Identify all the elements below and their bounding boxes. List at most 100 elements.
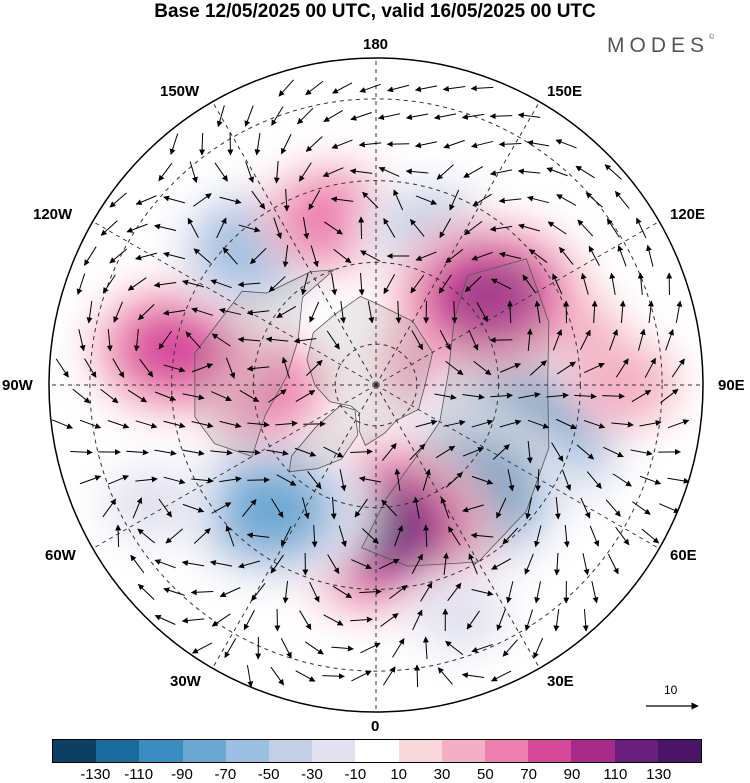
latitude-circle (89, 98, 663, 672)
wind-vector-arrow (410, 218, 425, 237)
wind-vector-arrow (529, 360, 547, 376)
wind-vector-arrow (498, 141, 522, 148)
wind-vector-arrow (135, 420, 158, 429)
wind-vector-arrow (222, 247, 238, 265)
wind-vector-arrow (631, 389, 652, 403)
wind-vector-arrow (526, 328, 533, 351)
wind-vector-arrow (619, 300, 626, 324)
wind-vector-arrow (534, 525, 542, 548)
wind-vector-arrow (412, 609, 423, 631)
wind-vector-arrow (225, 357, 236, 379)
wind-vector-arrow (604, 164, 622, 180)
wind-vector-arrow (153, 223, 177, 232)
wind-vector-arrow (303, 420, 326, 427)
wind-vector-arrow (415, 251, 437, 261)
wind-vector-arrow (214, 162, 228, 182)
wind-vector-arrow (109, 248, 128, 264)
wind-vector-arrow (584, 362, 605, 374)
wind-vector-arrow (275, 420, 298, 427)
wind-vector-arrow (383, 217, 396, 238)
wind-vector-arrow (247, 421, 270, 428)
wind-vector-arrow (305, 80, 324, 96)
wind-vector-arrow (181, 617, 205, 624)
wind-vector-arrow (182, 393, 205, 401)
wind-vector-arrow (671, 358, 685, 378)
wind-vector-arrow (658, 503, 680, 513)
wind-vector-arrow (392, 638, 405, 658)
wind-vector-arrow (276, 305, 297, 319)
wind-vector-arrow (163, 476, 186, 485)
wind-vector-arrow (527, 419, 550, 429)
wind-vector-arrow (306, 359, 323, 377)
wind-vector-arrow (603, 446, 624, 458)
wind-vector-arrow (445, 248, 464, 264)
wind-vector-arrow (491, 558, 512, 570)
wind-vector-arrow (327, 554, 340, 574)
vector-scale-label: 10 (664, 683, 678, 697)
wind-vector-arrow (273, 217, 282, 240)
wind-vector-arrow (502, 527, 519, 545)
wind-vector-arrow (331, 645, 354, 652)
wind-vector-arrow (308, 190, 321, 211)
wind-vector-arrow (340, 301, 346, 324)
wind-vector-arrow (422, 636, 429, 660)
wind-vector-arrow (461, 672, 485, 679)
colorbar-tick-label: -30 (301, 766, 323, 783)
wind-vector-arrow (551, 442, 564, 462)
wind-vector-arrow (224, 638, 237, 659)
wind-vector-arrow (517, 168, 541, 175)
lon-label-60e: 60E (670, 547, 697, 564)
wind-vector-arrow (414, 85, 438, 93)
colorbar (52, 739, 702, 763)
colorbar-bin (139, 740, 183, 762)
wind-vector-arrow (251, 583, 266, 602)
wind-vector-arrow (163, 364, 186, 373)
wind-vector-arrow (245, 161, 254, 183)
wind-vector-arrow (577, 219, 594, 237)
anomaly-contour (126, 311, 224, 388)
wind-vector-arrow (463, 166, 484, 178)
meridian-line (92, 384, 377, 549)
wind-vector-arrow (137, 583, 155, 601)
colorbar-tick-label: -10 (344, 766, 367, 783)
wind-vector-arrow (299, 610, 312, 630)
wind-vector-arrow (163, 251, 186, 260)
wind-vector-arrow (358, 476, 382, 483)
wind-vector-arrow (442, 85, 466, 92)
wind-vector-arrow (358, 141, 382, 148)
wind-vector-arrow (301, 497, 310, 520)
wind-vector-arrow (579, 329, 591, 351)
wind-vector-arrow (211, 613, 231, 627)
meridian-line (375, 384, 540, 669)
colorbar-bin (182, 740, 226, 762)
wind-vector-arrow (113, 301, 123, 323)
wind-vector-arrow (435, 445, 456, 459)
wind-vector-arrow (280, 525, 292, 547)
colorbar-bin (485, 740, 529, 762)
wind-vector-arrow (268, 389, 287, 403)
wind-vector-arrow (127, 389, 148, 403)
wind-vector-arrow (522, 274, 537, 294)
wind-vector-arrow (266, 449, 289, 456)
wind-vector-arrow (51, 419, 74, 429)
wind-vector-arrow (187, 217, 199, 238)
wind-vector-arrow (79, 419, 102, 429)
wind-vector-arrow (219, 420, 242, 429)
wind-vector-arrow (445, 640, 464, 656)
wind-vector-arrow (546, 167, 568, 177)
wind-vector-arrow (466, 610, 480, 630)
wind-vector-arrow (563, 525, 570, 548)
wind-vector-arrow (163, 420, 186, 429)
meridian-line (92, 221, 377, 386)
wind-vector-arrow (389, 584, 408, 600)
wind-vector-arrow (332, 585, 353, 599)
wind-vector-arrow (271, 498, 284, 518)
land-shape (306, 295, 434, 446)
wind-vector-arrow (471, 475, 494, 485)
wind-vectors (51, 79, 690, 688)
wind-vector-arrow (295, 670, 316, 682)
colorbar-bin (614, 740, 658, 762)
wind-vector-arrow (358, 272, 365, 296)
wind-vector-arrow (588, 245, 600, 266)
wind-vector-arrow (582, 553, 590, 576)
